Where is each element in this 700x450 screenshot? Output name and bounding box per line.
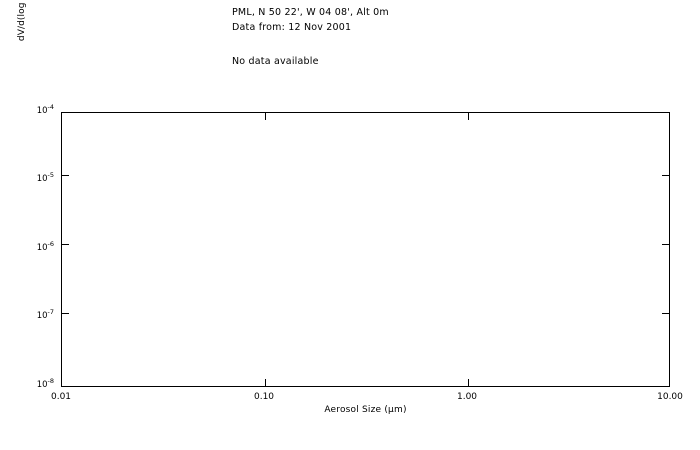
x-tick-label-10-00: 10.00: [657, 392, 683, 402]
y-axis-title: dV/d(log R) (cm3/cm2): [17, 0, 27, 42]
y-tick-label-1e-5: 10-5: [36, 171, 54, 184]
y-tick-left-1e-6: [62, 244, 69, 245]
chart-header: PML, N 50 22', W 04 08', Alt 0m Data fro…: [232, 5, 389, 35]
y-tick-left-1e-5: [62, 175, 69, 176]
data-date-line: Data from: 12 Nov 2001: [232, 22, 352, 33]
x-tick-bottom-0-10: [265, 379, 266, 386]
y-tick-right-1e-5: [662, 175, 669, 176]
y-tick-left-1e-7: [62, 313, 69, 314]
x-tick-label-1-00: 1.00: [456, 392, 478, 402]
x-tick-top-0-10: [265, 113, 266, 120]
no-data-message: No data available: [232, 56, 319, 67]
x-axis-title: Aerosol Size (µm): [324, 405, 407, 415]
y-tick-label-1e-8: 10-8: [36, 377, 54, 390]
plot-area: [61, 112, 670, 387]
y-tick-label-1e-4: 10-4: [36, 103, 54, 116]
x-tick-top-1-00: [468, 113, 469, 120]
plot-data-canvas: [62, 113, 669, 386]
y-tick-label-1e-6: 10-6: [36, 240, 54, 253]
station-location-line: PML, N 50 22', W 04 08', Alt 0m: [232, 7, 389, 18]
x-tick-label-0-10: 0.10: [253, 392, 275, 402]
y-tick-label-1e-7: 10-7: [36, 308, 54, 321]
y-tick-right-1e-6: [662, 244, 669, 245]
x-tick-bottom-1-00: [468, 379, 469, 386]
y-tick-right-1e-7: [662, 313, 669, 314]
x-tick-label-0-01: 0.01: [50, 392, 72, 402]
